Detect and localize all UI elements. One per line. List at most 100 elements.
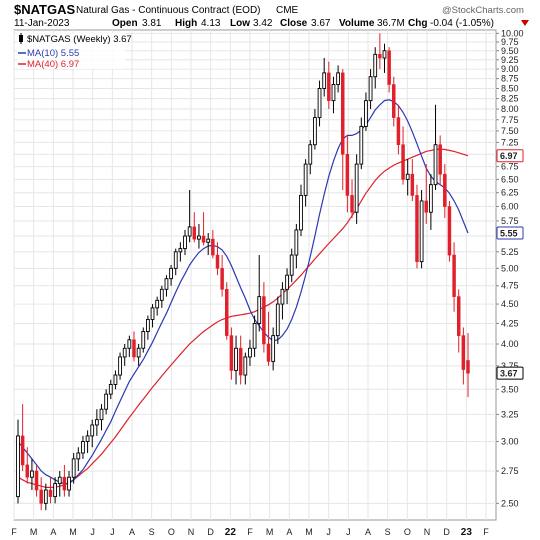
candle-body [197,235,201,240]
candle-body [67,476,71,491]
candle-body [392,84,396,118]
ma10-value-tag-box [496,226,524,240]
x-tick-label: O [168,527,175,537]
grid-lines [13,30,496,520]
candle-body [382,50,387,59]
candle [294,223,299,269]
candle-body [192,226,197,240]
candle-body [220,268,224,290]
candle-body [401,144,405,180]
close-label: Close [280,18,308,29]
candle-body [173,251,178,269]
candle-body [81,441,85,454]
y-tick-label: 5.00 [501,263,519,273]
candle-body [90,424,95,437]
ma40-series [17,148,469,488]
candle-body [201,235,206,243]
candle [34,464,39,497]
candle-body [118,356,122,376]
y-tick-label: 9.25 [501,55,519,65]
y-tick-label: 3.00 [501,437,519,447]
y-tick-label: 9.00 [501,64,519,74]
candle [410,159,415,201]
candle [461,327,466,385]
candle-body [443,173,447,207]
x-tick-label: S [385,527,391,537]
x-tick-label: J [110,527,115,537]
ma40-value-tag: 6.97 [496,149,524,163]
low-value: 3.42 [253,18,273,29]
chart-date: 11-Jan-2023 [14,18,70,29]
candle-body [164,278,169,290]
candle [433,104,438,191]
y-tick-label: 8.75 [501,74,519,84]
candle-body [280,288,285,305]
y-tick-label: 2.50 [501,498,519,508]
candle [99,404,104,431]
candle-body [136,347,141,358]
candle [280,282,285,320]
candle [313,109,317,150]
candle-body [424,200,428,213]
candle-body [345,153,350,196]
candle [220,255,224,297]
candle-body [456,296,461,336]
candle-body [327,72,331,101]
candle [438,135,442,185]
legend-ma10: MA(10) 5.55 [27,48,79,59]
x-tick-label: M [69,527,77,537]
candle [271,327,276,371]
x-tick-label: J [90,527,95,537]
candle-body [415,195,419,262]
candle-body [178,248,183,253]
candle-body [62,476,67,491]
candle [183,229,187,256]
y-tick-label: 9.50 [501,46,519,56]
candle [382,43,387,73]
x-tick-label: J [346,527,351,537]
candle-body [419,200,424,263]
y-tick-label: 6.00 [501,202,519,212]
y-tick-label: 10.00 [501,28,524,38]
chart-legend: $NATGAS (Weekly) 3.67 MA(10) 5.55 MA(40)… [17,33,132,70]
legend-background [17,33,125,69]
candle [39,477,43,511]
candle-body [341,72,345,155]
volume-label: Volume [339,18,375,29]
y-tick-label: 7.75 [501,115,519,125]
high-value: 4.13 [201,18,221,29]
candle-body [94,419,99,426]
candle-body [308,144,313,165]
candle [141,327,146,353]
candle-body [252,322,257,349]
candle-body [183,235,187,250]
candle [62,464,67,497]
candle [164,275,169,297]
candle [81,435,85,459]
candle [387,47,391,93]
candle-body [262,296,266,345]
candle-body [30,470,34,478]
candle-body [76,452,81,460]
stockcharts-watermark: @StockCharts.com [442,5,524,16]
candle-body [127,339,132,349]
candle [303,159,308,207]
candle-body [322,72,327,89]
candle [289,248,294,283]
candle [225,282,229,340]
candle [178,242,183,262]
x-tick-label: A [286,527,292,537]
x-tick-label: M [305,527,313,537]
candle [424,164,428,224]
candle-body [238,347,243,376]
x-tick-label: M [266,527,274,537]
candle [104,389,109,415]
candle [57,471,62,497]
candle-body [141,331,146,349]
x-tick-label: A [50,527,56,537]
x-tick-label: D [443,527,450,537]
candle [322,57,327,97]
y-tick-label: 3.75 [501,361,519,371]
ma40-value-tag-box [496,149,524,163]
